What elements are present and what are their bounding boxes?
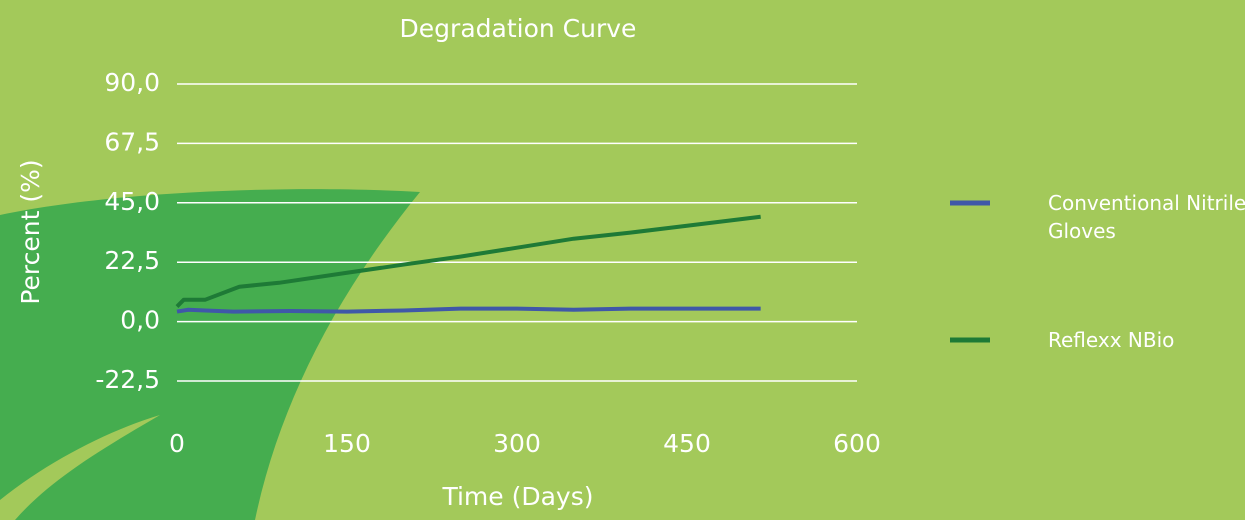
x-tick-label: 150: [323, 429, 371, 458]
x-tick-label: 600: [833, 429, 881, 458]
x-tick-label: 0: [169, 429, 185, 458]
decoration: [0, 415, 160, 520]
y-tick-label: 67,5: [104, 127, 160, 156]
y-tick-label: 0,0: [120, 306, 160, 335]
series-line: [176, 306, 761, 314]
legend-label: Conventional Nitrile Gloves: [1048, 191, 1245, 243]
x-axis-label: Time (Days): [441, 482, 593, 511]
y-axis-label: Percent (%): [16, 159, 45, 304]
y-tick-label: 22,5: [104, 246, 160, 275]
y-tick-label: -22,5: [95, 365, 160, 394]
legend-label: Reflexx NBio: [1048, 328, 1175, 352]
chart-title: Degradation Curve: [400, 14, 637, 43]
x-tick-label: 300: [493, 429, 541, 458]
y-tick-label: 45,0: [104, 187, 160, 216]
series-line: [175, 214, 761, 308]
x-tick-label: 450: [663, 429, 711, 458]
y-tick-label: 90,0: [104, 68, 160, 97]
